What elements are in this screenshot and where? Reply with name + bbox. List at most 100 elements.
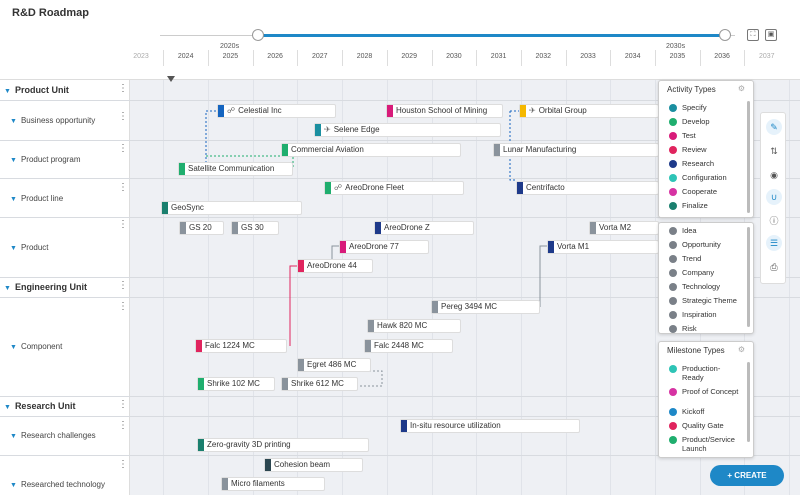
more-icon[interactable]: ⋮ — [118, 182, 128, 193]
magnet-icon[interactable]: ∪ — [766, 189, 782, 205]
caret-down-icon[interactable]: ▼ — [10, 245, 17, 252]
caret-down-icon[interactable]: ▼ — [4, 404, 11, 411]
info-icon[interactable]: ⓘ — [769, 216, 779, 226]
legend-item[interactable]: Specify — [669, 103, 707, 113]
activity-bar[interactable]: Micro filaments — [221, 477, 325, 491]
image-export-icon[interactable]: ▣ — [765, 29, 777, 41]
panel-scrollbar[interactable] — [747, 101, 750, 213]
caret-down-icon[interactable]: ▼ — [10, 196, 17, 203]
legend-item[interactable]: Company — [669, 268, 714, 278]
caret-down-icon[interactable]: ▼ — [10, 433, 17, 440]
activity-bar[interactable]: Lunar Manufacturing — [493, 143, 659, 157]
activity-bar[interactable]: ☍ Celestial Inc — [217, 104, 336, 118]
activity-bar[interactable]: Satellite Communication — [178, 162, 293, 176]
more-icon[interactable]: ⋮ — [118, 459, 128, 470]
legend-item[interactable]: Quality Gate — [669, 421, 741, 430]
unit-engineering[interactable]: ▼ Engineering Unit — [4, 282, 87, 292]
activity-bar[interactable]: Vorta M2 — [589, 221, 659, 235]
legend-item[interactable]: Production-Ready — [669, 364, 741, 382]
timeline-slider-range[interactable] — [258, 34, 725, 37]
legend-item[interactable]: Kickoff — [669, 407, 741, 416]
legend-item[interactable]: Risk — [669, 324, 697, 334]
more-icon[interactable]: ⋮ — [118, 280, 128, 291]
activity-bar[interactable]: AreoDrone Z — [374, 221, 474, 235]
activity-bar[interactable]: Falc 2448 MC — [364, 339, 453, 353]
caret-down-icon[interactable]: ▼ — [10, 344, 17, 351]
gear-icon[interactable]: ⚙ — [737, 345, 745, 354]
slider-end-handle[interactable] — [719, 29, 731, 41]
activity-bar[interactable]: ✈ Orbital Group — [519, 104, 659, 118]
row-business-opportunity[interactable]: ▼ Business opportunity — [10, 116, 95, 125]
activity-bar[interactable]: ✈ Selene Edge — [314, 123, 501, 137]
slider-start-handle[interactable] — [252, 29, 264, 41]
gear-icon[interactable]: ⚙ — [737, 84, 745, 93]
activity-bar[interactable]: GS 20 — [179, 221, 224, 235]
activity-bar[interactable]: Vorta M1 — [547, 240, 659, 254]
more-icon[interactable]: ⋮ — [118, 301, 128, 312]
activity-bar[interactable]: Zero-gravity 3D printing — [197, 438, 369, 452]
activity-bar[interactable]: Houston School of Mining — [386, 104, 503, 118]
legend-item[interactable]: Test — [669, 131, 696, 141]
year-label: 2028 — [356, 53, 373, 60]
caret-down-icon[interactable]: ▼ — [10, 118, 17, 125]
row-researched-technology[interactable]: ▼ Researched technology — [10, 480, 105, 489]
activity-bar[interactable]: Egret 486 MC — [297, 358, 371, 372]
panel-scrollbar[interactable] — [747, 362, 750, 442]
row-component[interactable]: ▼ Component — [10, 342, 62, 351]
caret-down-icon[interactable]: ▼ — [4, 285, 11, 292]
activity-bar[interactable]: AreoDrone 44 — [297, 259, 373, 273]
activity-bar[interactable]: GS 30 — [231, 221, 279, 235]
more-icon[interactable]: ⋮ — [118, 143, 128, 154]
legend-item[interactable]: Review — [669, 145, 707, 155]
more-icon[interactable]: ⋮ — [118, 219, 128, 230]
row-product[interactable]: ▼ Product — [10, 243, 49, 252]
fit-screen-icon[interactable]: ⛶ — [747, 29, 759, 41]
activity-bar[interactable]: Shrike 612 MC — [281, 377, 358, 391]
create-button[interactable]: + CREATE — [710, 465, 784, 486]
legend-item[interactable]: Technology — [669, 282, 720, 292]
row-product-program[interactable]: ▼ Product program — [10, 155, 81, 164]
legend-item[interactable]: Strategic Theme — [669, 296, 737, 306]
activity-bar[interactable]: AreoDrone 77 — [339, 240, 429, 254]
caret-down-icon[interactable]: ▼ — [10, 482, 17, 489]
activity-bar[interactable]: ☍ AreoDrone Fleet — [324, 181, 464, 195]
legend-item[interactable]: Configuration — [669, 173, 727, 183]
activity-bar[interactable]: Falc 1224 MC — [195, 339, 287, 353]
legend-item[interactable]: Finalize — [669, 201, 708, 211]
legend-item[interactable]: Idea — [669, 226, 697, 236]
more-icon[interactable]: ⋮ — [118, 83, 128, 94]
more-icon[interactable]: ⋮ — [118, 420, 128, 431]
eye-icon[interactable]: ◉ — [770, 170, 778, 180]
edit-pencil-icon[interactable]: ✎ — [766, 119, 782, 135]
legend-item[interactable]: Opportunity — [669, 240, 721, 250]
legend-item[interactable]: Develop — [669, 117, 710, 127]
row-divider — [0, 416, 800, 417]
activity-bar[interactable]: Hawk 820 MC — [367, 319, 461, 333]
caret-down-icon[interactable]: ▼ — [4, 88, 11, 95]
activity-bar[interactable]: Pereg 3494 MC — [431, 300, 540, 314]
legend-item[interactable]: Proof of Concept — [669, 387, 741, 396]
sort-icon[interactable]: ⇅ — [770, 146, 778, 156]
unit-product[interactable]: ▼ Product Unit — [4, 85, 69, 95]
legend-item[interactable]: Product/Service Launch — [669, 435, 741, 453]
more-icon[interactable]: ⋮ — [118, 399, 128, 410]
more-icon[interactable]: ⋮ — [118, 111, 128, 122]
legend-item[interactable]: Inspiration — [669, 310, 717, 320]
activity-bar[interactable]: Shrike 102 MC — [197, 377, 275, 391]
activity-bar[interactable]: In-situ resource utilization — [400, 419, 580, 433]
list-icon[interactable]: ☰ — [766, 235, 782, 251]
unit-research[interactable]: ▼ Research Unit — [4, 401, 75, 411]
legend-item[interactable]: Trend — [669, 254, 701, 264]
legend-item[interactable]: Cooperate — [669, 187, 717, 197]
activity-bar[interactable]: Cohesion beam — [264, 458, 363, 472]
activity-bar[interactable]: Centrifacto — [516, 181, 659, 195]
panel-scrollbar[interactable] — [747, 227, 750, 327]
activity-bar[interactable]: Commercial Aviation — [281, 143, 461, 157]
row-product-line[interactable]: ▼ Product line — [10, 194, 63, 203]
print-icon[interactable]: ⎙ — [770, 262, 778, 272]
legend-item[interactable]: Research — [669, 159, 714, 169]
row-research-challenges[interactable]: ▼ Research challenges — [10, 431, 96, 440]
entity-type-icon — [669, 227, 677, 236]
activity-bar[interactable]: GeoSync — [161, 201, 302, 215]
caret-down-icon[interactable]: ▼ — [10, 157, 17, 164]
